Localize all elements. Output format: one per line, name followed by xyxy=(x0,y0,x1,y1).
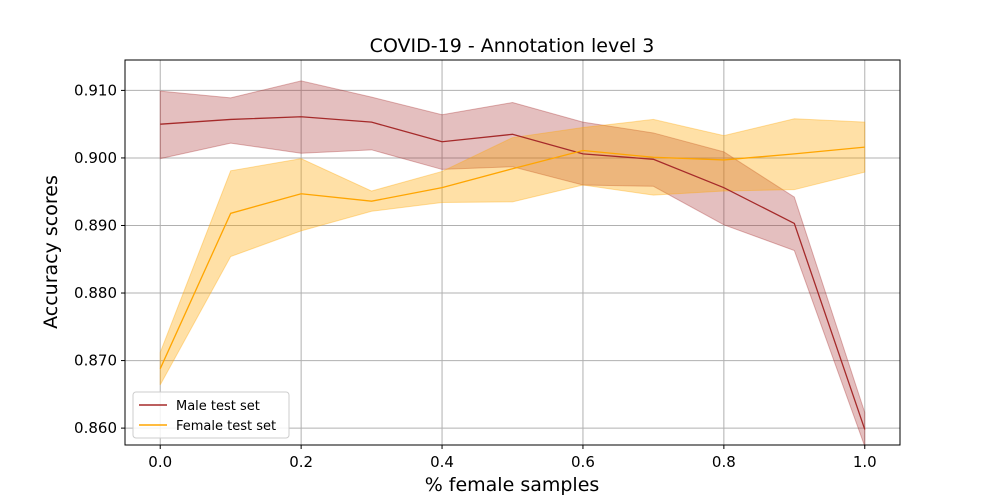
male-test-set-line xyxy=(160,116,866,430)
female-test-set-confidence-band xyxy=(159,118,866,386)
y-tick-label: 0.880 xyxy=(74,284,117,302)
y-tick-label: 0.900 xyxy=(74,149,117,167)
legend-box xyxy=(132,391,290,439)
line-layer xyxy=(159,116,866,430)
female-test-set-line xyxy=(159,146,865,369)
plot-frame xyxy=(124,59,901,446)
x-tick-label: 0.0 xyxy=(148,453,172,471)
legend-label-female-test-set: Female test set xyxy=(176,419,276,434)
y-tick-label: 0.870 xyxy=(74,352,117,370)
x-axis-label: % female samples xyxy=(425,474,600,496)
legend-label-male-test-set: Male test set xyxy=(176,399,260,414)
legend: Male test set Female test set xyxy=(132,391,290,439)
x-tick-label: 0.8 xyxy=(712,453,736,471)
y-axis-label: Accuracy scores xyxy=(40,175,62,329)
x-tick-label: 0.2 xyxy=(289,453,313,471)
x-tick-label: 0.6 xyxy=(571,453,595,471)
chart-title: COVID-19 - Annotation level 3 xyxy=(370,35,655,57)
x-tick-label: 1.0 xyxy=(853,453,877,471)
x-tick-label: 0.4 xyxy=(430,453,454,471)
y-tick-label: 0.890 xyxy=(74,216,117,234)
tick-layer: 0.0 0.2 0.4 0.6 0.8 1.0 0.860 0.870 0.880 0.890 0.… xyxy=(74,81,877,471)
y-tick-label: 0.860 xyxy=(74,419,117,437)
y-tick-label: 0.910 xyxy=(74,81,117,99)
